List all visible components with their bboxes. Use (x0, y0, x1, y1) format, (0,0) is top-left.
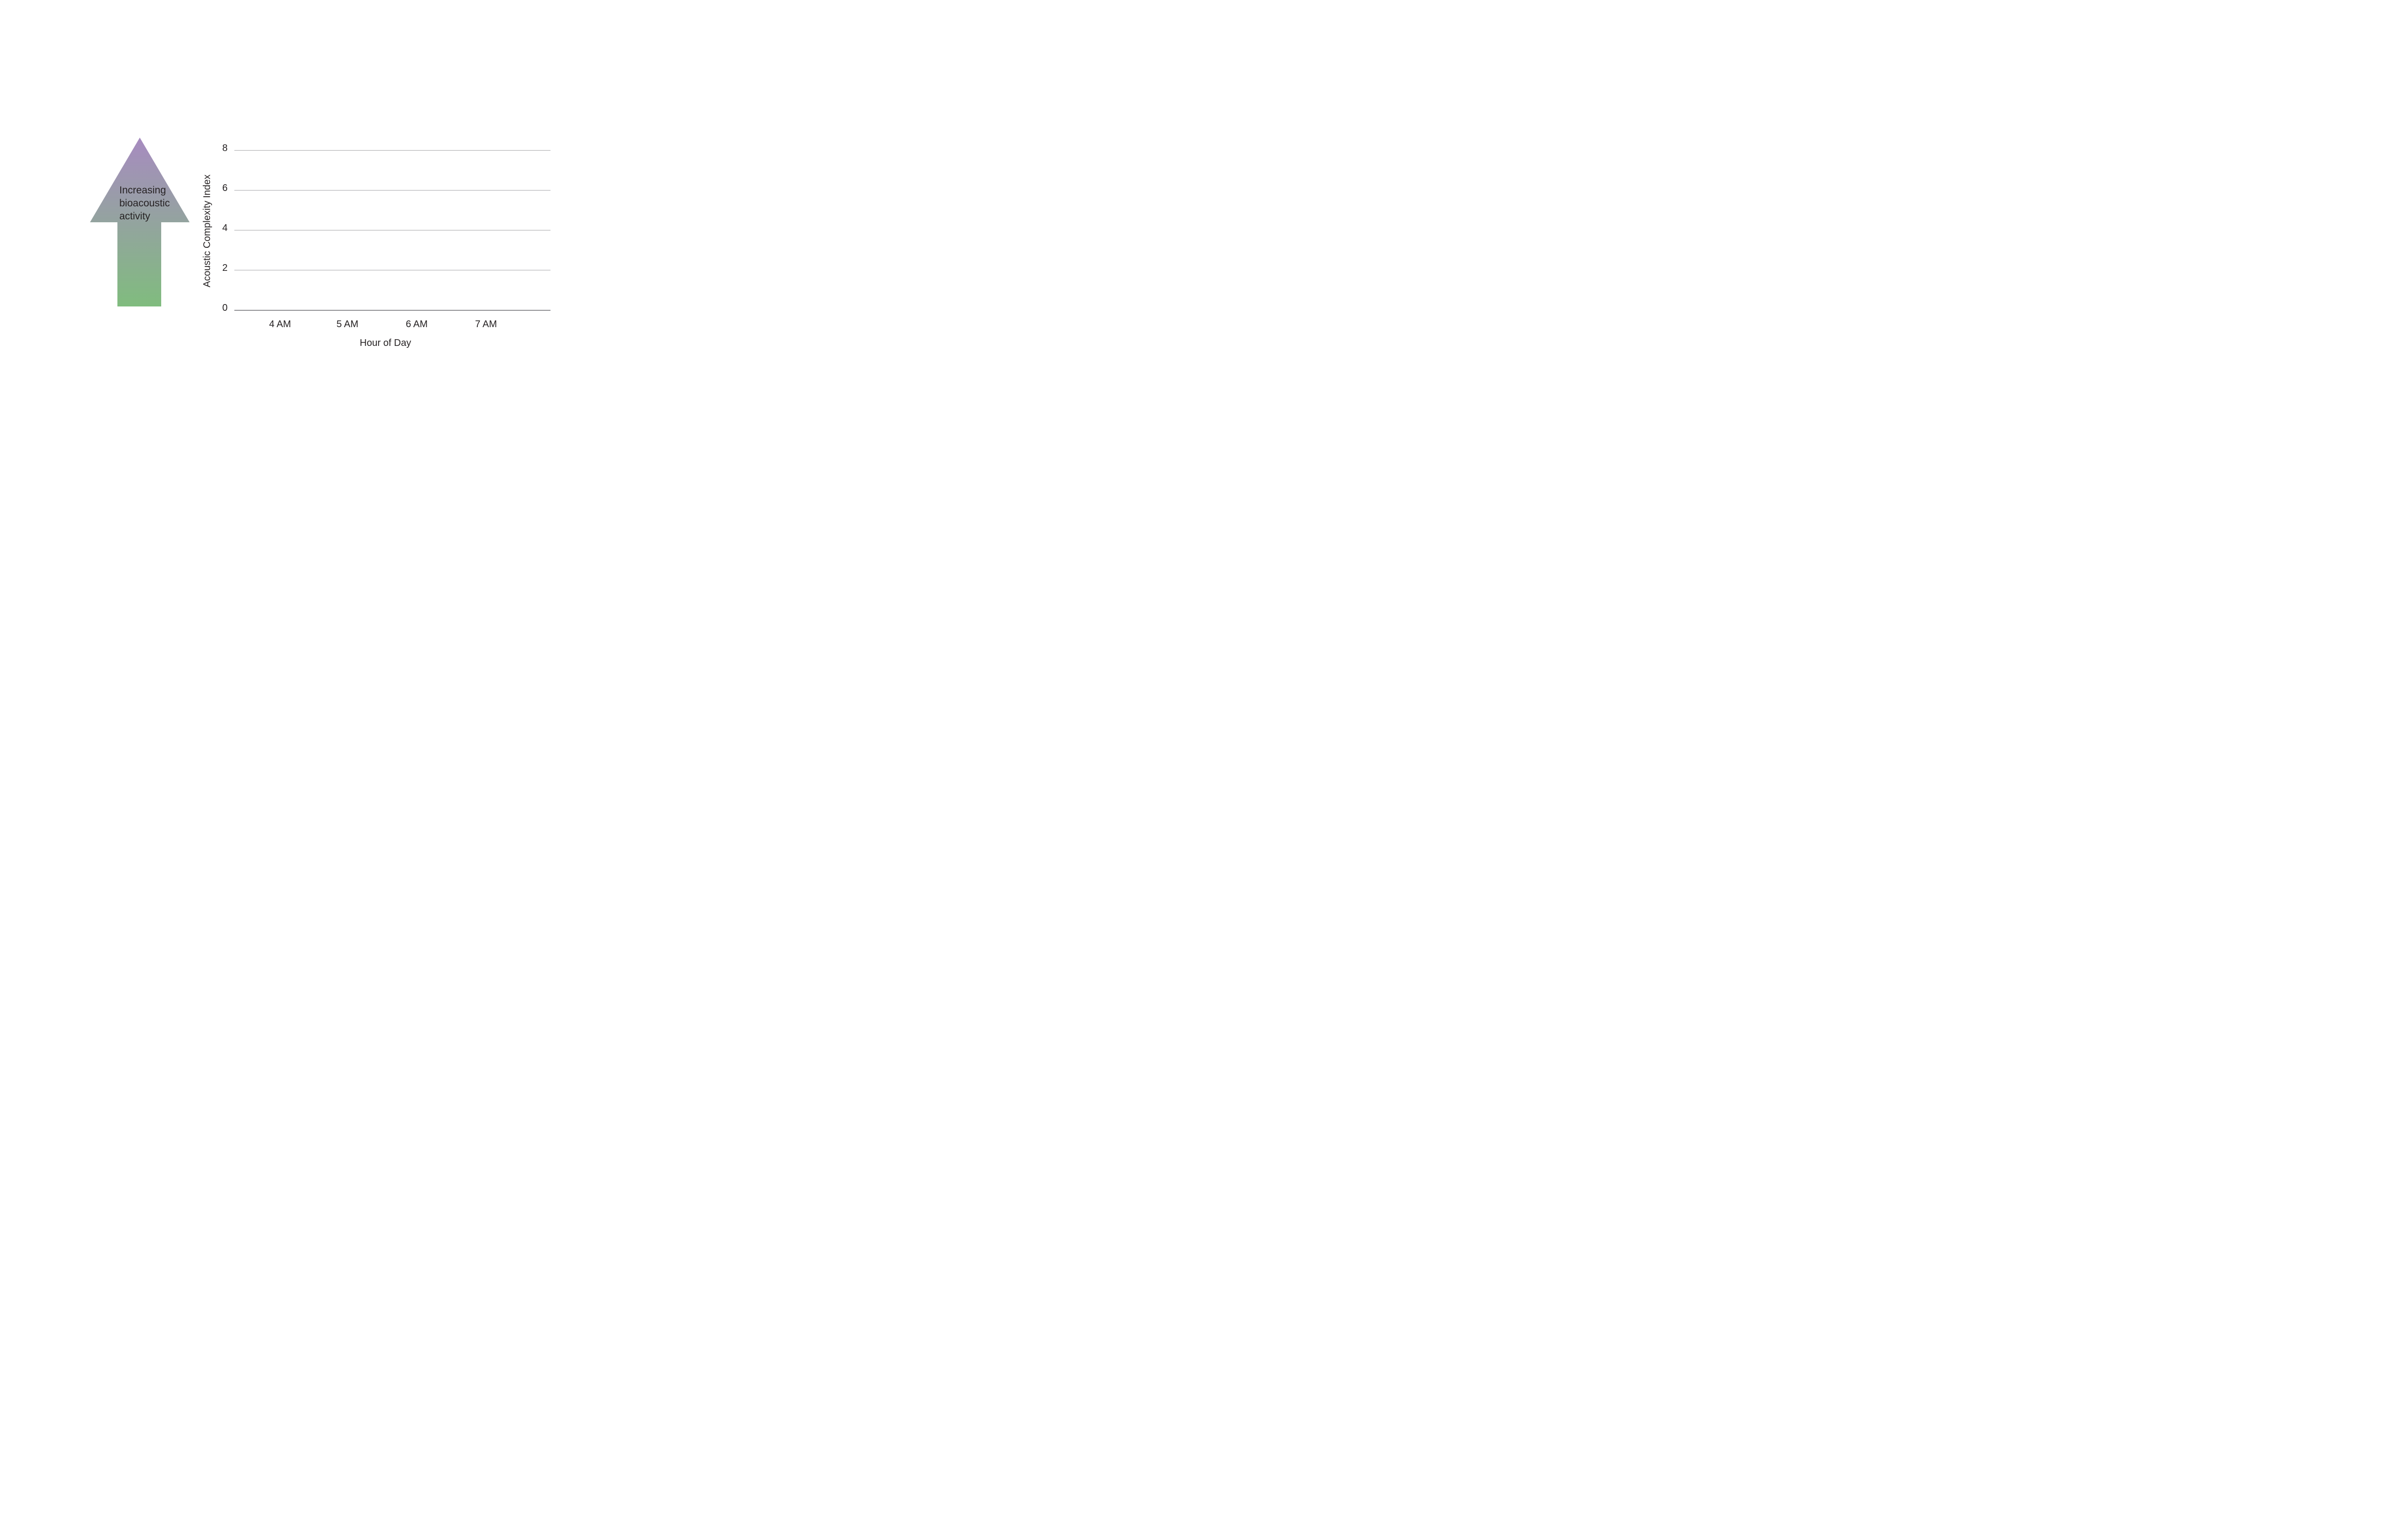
gridline-y6 (234, 190, 550, 191)
gridline-y8 (234, 150, 550, 151)
x-tick-label-7am: 7 AM (475, 319, 497, 330)
y-tick-label-2: 2 (222, 263, 228, 273)
bioacoustic-activity-arrow: Increasing bioacoustic activity (90, 138, 190, 306)
x-axis-title: Hour of Day (359, 338, 411, 348)
arrow-label-line-3: activity (119, 211, 151, 222)
x-axis-line (234, 310, 550, 311)
y-tick-label-4: 4 (222, 223, 228, 233)
y-tick-label-6: 6 (222, 183, 228, 193)
x-tick-label-4am: 4 AM (269, 319, 291, 330)
figure-canvas: Increasing bioacoustic activity 8 6 4 2 … (0, 0, 685, 385)
y-tick-label-8: 8 (222, 143, 228, 153)
arrow-label: Increasing bioacoustic activity (119, 184, 170, 223)
arrow-label-line-1: Increasing (119, 185, 166, 196)
x-tick-label-6am: 6 AM (406, 319, 428, 330)
y-tick-label-0: 0 (222, 303, 228, 313)
y-axis-title: Acoustic Complexity Index (202, 174, 213, 288)
arrow-label-line-2: bioacoustic (119, 198, 170, 209)
x-tick-label-5am: 5 AM (336, 319, 358, 330)
up-arrow-icon (90, 138, 190, 306)
up-arrow-shape (90, 138, 190, 306)
